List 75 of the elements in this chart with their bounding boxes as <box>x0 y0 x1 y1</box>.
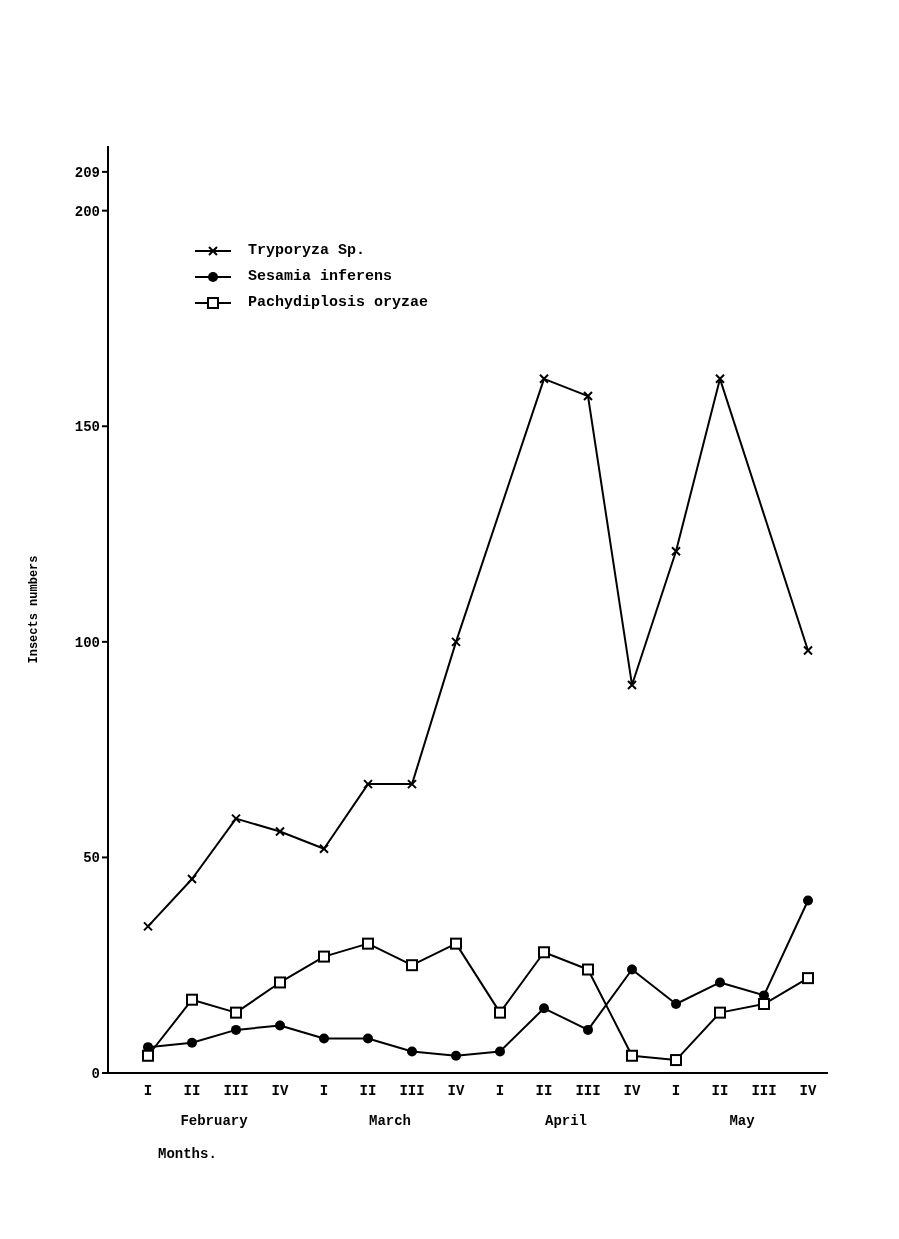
legend-label: Sesamia inferens <box>248 267 393 287</box>
point <box>275 1020 285 1031</box>
x-tick-label: III <box>399 1083 425 1099</box>
x-tick-label: IV <box>271 1083 289 1099</box>
x-tick-label: II <box>359 1083 377 1099</box>
point <box>186 993 198 1006</box>
x-axis-title: Months. <box>158 1146 217 1162</box>
point <box>539 373 549 384</box>
x-tick-label: II <box>535 1083 553 1099</box>
y-tick-label: 100 <box>74 634 100 651</box>
point <box>231 1024 241 1035</box>
point <box>714 1006 726 1019</box>
y-tick-label: 50 <box>83 850 100 867</box>
point <box>406 959 418 972</box>
point <box>538 946 550 959</box>
point <box>362 937 374 950</box>
point <box>715 373 725 384</box>
point <box>187 1037 197 1048</box>
point <box>230 1006 242 1019</box>
x-tick-label: I <box>143 1083 153 1099</box>
y-tick-label: 209 <box>74 164 100 181</box>
text: May <box>729 1113 756 1129</box>
point <box>582 963 594 976</box>
point <box>495 1046 505 1057</box>
point <box>758 998 770 1011</box>
point <box>143 921 153 932</box>
point <box>494 1006 506 1019</box>
x-tick-label: II <box>183 1083 201 1099</box>
point <box>363 1033 373 1044</box>
point <box>407 779 417 790</box>
x-tick-label: IV <box>447 1083 465 1099</box>
x-tick-label: IV <box>623 1083 641 1099</box>
x-tick-label: I <box>495 1083 505 1099</box>
y-tick-label: 200 <box>74 203 100 220</box>
point <box>319 1033 329 1044</box>
x-tick-label: IV <box>799 1083 817 1099</box>
point <box>275 826 285 837</box>
point <box>626 1049 638 1062</box>
x-tick-label: I <box>671 1083 681 1099</box>
point <box>451 1050 461 1061</box>
point <box>802 972 814 985</box>
point <box>671 999 681 1010</box>
point <box>231 813 241 824</box>
point <box>407 1046 417 1057</box>
point <box>142 1049 154 1062</box>
y-tick-label: 150 <box>74 419 100 436</box>
point <box>274 976 286 989</box>
legend-label: Pachydiplosis oryzae <box>248 293 429 313</box>
point <box>187 873 197 884</box>
x-tick-label: II <box>711 1083 729 1099</box>
text: February <box>180 1113 249 1129</box>
x-tick-label: III <box>223 1083 249 1099</box>
legend-label: Tryporyza Sp. <box>248 241 366 261</box>
point <box>671 546 681 557</box>
y-tick-label: 0 <box>91 1065 100 1082</box>
text: April <box>544 1113 588 1129</box>
point <box>583 1024 593 1035</box>
point <box>670 1054 682 1067</box>
point <box>627 964 637 975</box>
point <box>803 895 813 906</box>
point <box>319 843 329 854</box>
point <box>583 391 593 402</box>
point <box>363 779 373 790</box>
point <box>318 950 330 963</box>
point <box>450 937 462 950</box>
point <box>715 977 725 988</box>
point <box>451 636 461 647</box>
x-tick-label: III <box>575 1083 601 1099</box>
text: March <box>368 1113 412 1129</box>
point <box>539 1003 549 1014</box>
point <box>803 645 813 656</box>
y-axis-title: Insects numbers <box>27 555 42 664</box>
point <box>627 679 637 690</box>
x-tick-label: III <box>751 1083 777 1099</box>
x-tick-label: I <box>319 1083 329 1099</box>
